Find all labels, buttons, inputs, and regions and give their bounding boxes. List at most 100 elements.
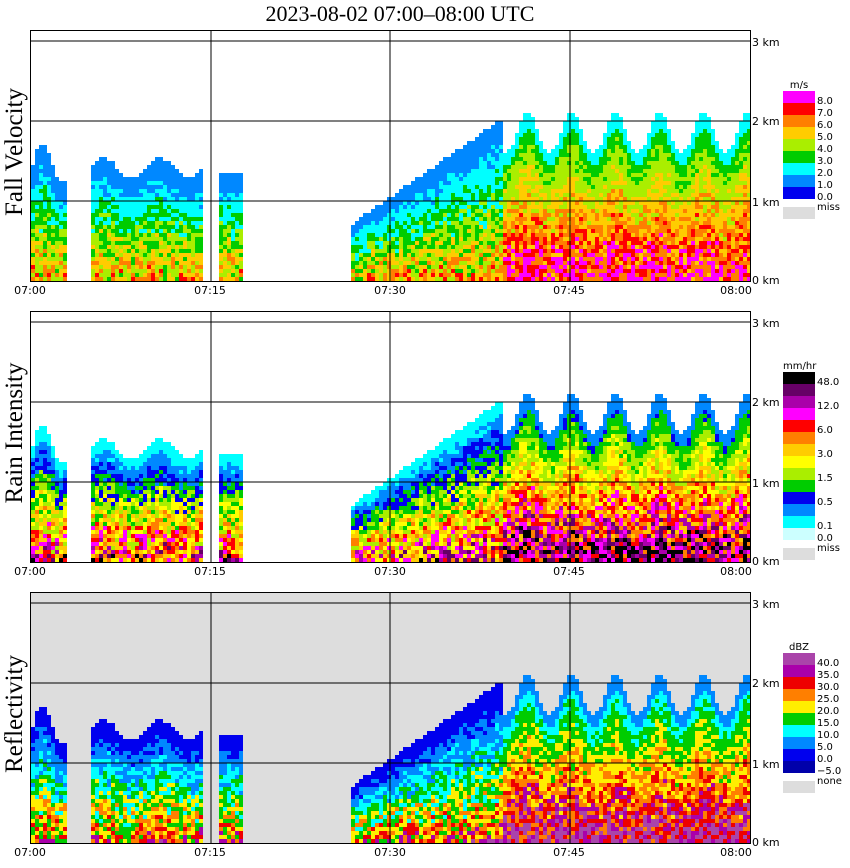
legend-swatch [783,432,815,444]
legend-swatch [783,139,815,151]
legend-swatch [783,115,815,127]
legend-label: 8.0 [817,96,833,107]
echo-field [31,113,750,281]
legend-entry: 0.0 [783,749,845,765]
legend-swatch [783,713,815,725]
legend-swatch [783,653,815,665]
y-tick-label: 0 km [752,555,780,568]
legend-label: 15.0 [817,718,840,729]
legend-label: 2.0 [817,168,833,179]
y-tick-label: 0 km [752,274,780,287]
echo-field [31,675,750,843]
x-tick-label: 08:00 [720,284,752,297]
x-tick-label: 07:00 [14,565,46,578]
y-tick-label: 2 km [752,115,780,128]
legend-label: 5.0 [817,742,833,753]
color-legend: m/s 8.0 7.0 6.0 5.0 4.0 3.0 2.0 1.0 0.0 miss [783,80,845,219]
legend-entry: 30.0 [783,677,845,693]
legend-label: 7.0 [817,108,833,119]
legend-missing-label: none [817,776,842,787]
legend-swatch [783,761,815,773]
legend-label: 1.0 [817,180,833,191]
y-axis-label: Rain Intensity [1,362,28,504]
legend-swatch [783,504,815,516]
y-tick-label: 1 km [752,758,780,771]
legend-entry: 15.0 [783,713,845,729]
legend-swatch [783,528,815,540]
legend-missing-entry: miss [783,203,845,219]
legend-swatch [783,725,815,737]
legend-entry: 1.5 [783,468,845,484]
legend-label: 1.5 [817,473,833,484]
grid [31,31,750,281]
legend-entry: 0.5 [783,492,845,508]
legend-entry: 25.0 [783,689,845,705]
legend-entry: 3.0 [783,151,845,167]
legend-swatch [783,103,815,115]
legend-entry [783,384,845,396]
legend-swatch [783,701,815,713]
legend-label: 0.5 [817,497,833,508]
x-tick-label: 07:30 [374,846,406,859]
legend-label: 3.0 [817,449,833,460]
y-tick-label: 2 km [752,396,780,409]
legend-missing-swatch [783,781,815,793]
legend-swatch [783,737,815,749]
legend-missing-entry: miss [783,544,845,560]
legend-entry: 5.0 [783,737,845,753]
legend-swatch [783,372,815,384]
legend-entry [783,480,845,492]
legend-entry [783,408,845,420]
legend-entry [783,504,845,516]
legend-entry: 0.0 [783,187,845,203]
reflectivity-panel: Reflectivity 07:00 07:15 07:30 07:45 08:… [0,584,850,864]
legend-swatch [783,420,815,432]
legend-entry: 6.0 [783,420,845,436]
legend-swatch [783,127,815,139]
x-tick-label: 07:30 [374,565,406,578]
legend-label: 40.0 [817,658,840,669]
legend-swatch [783,444,815,456]
legend-entry: 1.0 [783,175,845,191]
legend-swatch [783,384,815,396]
heatmap-plot [30,592,751,844]
legend-label: 0.0 [817,754,833,765]
legend-swatch [783,468,815,480]
legend-unit: dBZ [788,642,810,653]
legend-swatch [783,91,815,103]
y-tick-label: 1 km [752,477,780,490]
legend-swatch [783,163,815,175]
legend-swatch [783,677,815,689]
legend-entry: 3.0 [783,444,845,460]
x-tick-label: 08:00 [720,846,752,859]
legend-missing-swatch [783,548,815,560]
legend-swatch [783,187,815,199]
legend-entry: 20.0 [783,701,845,717]
legend-unit: m/s [789,80,809,91]
color-legend: dBZ 40.0 35.0 30.0 25.0 20.0 15.0 10.0 5.0 0.0 −5… [783,642,845,793]
legend-entry: 48.0 [783,372,845,388]
legend-entry: −5.0 [783,761,845,777]
legend-entry: 7.0 [783,103,845,119]
legend-label: 6.0 [817,425,833,436]
legend-unit: mm/hr [783,361,817,372]
legend-label: 0.0 [817,533,833,544]
legend-label: −5.0 [817,766,842,777]
legend-label: 25.0 [817,694,840,705]
legend-label: 10.0 [817,730,840,741]
legend-entry: 40.0 [783,653,845,669]
legend-swatch [783,492,815,504]
x-tick-label: 07:45 [553,284,585,297]
legend-entry [783,456,845,468]
y-axis-label: Reflectivity [1,654,28,774]
legend-swatch [783,665,815,677]
legend-swatch [783,749,815,761]
legend-missing-label: miss [817,202,840,213]
legend-entry: 12.0 [783,396,845,412]
legend-label: 35.0 [817,670,840,681]
x-tick-label: 07:45 [553,846,585,859]
heatmap-plot [30,30,751,282]
legend-entry: 0.1 [783,516,845,532]
legend-label: 30.0 [817,682,840,693]
grid [31,593,750,843]
